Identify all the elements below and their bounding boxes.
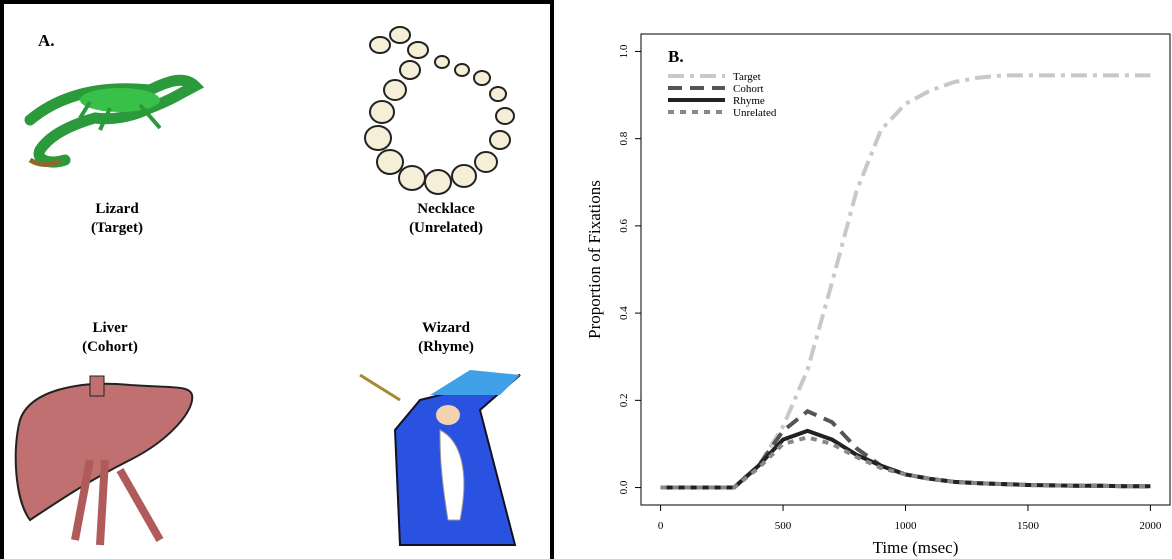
- y-axis-title: Proportion of Fixations: [585, 180, 604, 339]
- liver-image: [14, 375, 194, 546]
- x-tick-label: 2000: [1139, 520, 1162, 532]
- panel-a-frame: [0, 0, 554, 559]
- item-role: (Rhyme): [418, 339, 474, 355]
- legend-label: Target: [733, 71, 761, 83]
- series-line: [660, 73, 1151, 490]
- item-name: Wizard: [422, 320, 471, 336]
- item-name: Lizard: [95, 201, 139, 217]
- lizard-image: [24, 74, 205, 168]
- item-name: Necklace: [417, 201, 475, 217]
- y-tick-label: 0.8: [618, 131, 630, 145]
- plot-frame: [640, 33, 1171, 506]
- x-tick-label: 1500: [1017, 520, 1040, 532]
- wizard-image: [359, 370, 521, 546]
- x-tick-label: 500: [775, 520, 792, 532]
- item-role: (Cohort): [82, 339, 138, 355]
- y-tick-label: 0.2: [618, 393, 630, 407]
- series-line: [660, 428, 1151, 490]
- y-tick-label: 0.4: [618, 306, 630, 320]
- legend-label: Cohort: [733, 83, 764, 95]
- panel-a-label: A.: [38, 31, 55, 50]
- y-tick-label: 0.0: [618, 480, 630, 494]
- item-name: Liver: [93, 320, 128, 336]
- y-tick-label: 0.6: [618, 219, 630, 233]
- item-role: (Target): [91, 220, 143, 236]
- series-line: [660, 435, 1151, 490]
- y-tick-label: 1.0: [618, 44, 630, 58]
- x-tick-label: 0: [658, 520, 664, 532]
- necklace-image: [364, 26, 515, 195]
- x-axis-title: Time (msec): [873, 538, 959, 557]
- legend-label: Unrelated: [733, 107, 777, 119]
- x-tick-label: 1000: [895, 520, 918, 532]
- item-role: (Unrelated): [409, 220, 483, 236]
- legend-label: Rhyme: [733, 95, 765, 107]
- panel-b-label: B.: [668, 47, 684, 66]
